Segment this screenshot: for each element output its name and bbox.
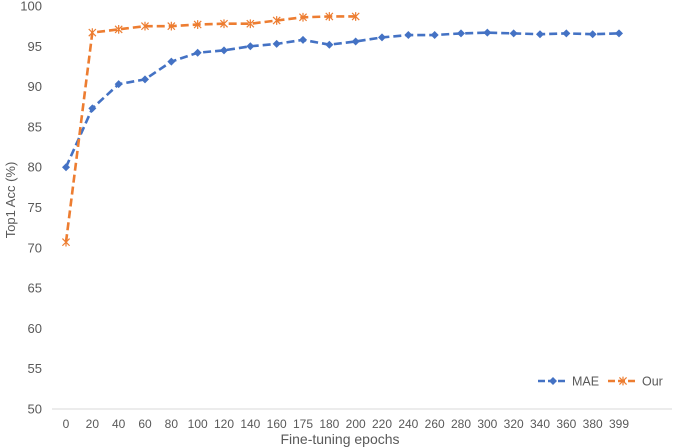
x-tick-label: 340 bbox=[530, 417, 550, 431]
data-point-mae bbox=[351, 37, 360, 46]
x-tick-label: 220 bbox=[372, 417, 392, 431]
y-tick-label: 50 bbox=[28, 402, 42, 417]
y-tick-label: 95 bbox=[28, 39, 42, 54]
x-tick-label: 380 bbox=[583, 417, 603, 431]
data-point-mae bbox=[272, 39, 281, 48]
x-tick-label: 160 bbox=[267, 417, 287, 431]
data-point-mae bbox=[588, 30, 597, 39]
x-tick-label: 280 bbox=[451, 417, 471, 431]
x-tick-label: 100 bbox=[188, 417, 208, 431]
data-point-mae bbox=[62, 163, 70, 172]
data-point-our bbox=[219, 19, 229, 29]
y-axis-label: Top1 Acc (%) bbox=[3, 162, 18, 239]
chart-series bbox=[61, 12, 623, 247]
x-axis-ticks: 0 20 40 60 80 100 120 140 160 175 180 200 220 240 260 2… bbox=[63, 417, 630, 431]
data-point-our bbox=[140, 21, 150, 31]
data-point-mae bbox=[141, 75, 149, 84]
series-line-our bbox=[64, 15, 356, 243]
data-point-our bbox=[88, 28, 97, 37]
data-point-mae bbox=[430, 31, 439, 40]
data-point-mae bbox=[193, 48, 202, 57]
x-tick-label: 360 bbox=[556, 417, 576, 431]
data-point-our bbox=[325, 12, 334, 21]
y-tick-label: 85 bbox=[28, 119, 42, 134]
data-point-mae bbox=[562, 29, 571, 38]
x-tick-label: 20 bbox=[86, 417, 100, 431]
data-point-our bbox=[272, 16, 281, 25]
y-axis-ticks: 50 55 60 65 70 75 80 85 90 95 100 bbox=[20, 0, 42, 417]
data-point-mae bbox=[167, 57, 176, 66]
x-tick-label: 240 bbox=[398, 417, 418, 431]
series-line-mae bbox=[64, 31, 620, 168]
data-point-our bbox=[246, 19, 255, 29]
data-point-mae bbox=[246, 42, 255, 51]
chart-legend: MAE Our bbox=[538, 375, 663, 389]
y-tick-label: 60 bbox=[28, 321, 42, 336]
x-axis-label: Fine-tuning epochs bbox=[280, 431, 399, 447]
data-point-mae bbox=[114, 80, 123, 89]
x-tick-label: 200 bbox=[346, 417, 366, 431]
y-tick-label: 90 bbox=[28, 79, 42, 94]
legend-marker bbox=[549, 377, 557, 385]
data-point-mae bbox=[299, 35, 307, 44]
legend-marker bbox=[618, 376, 628, 386]
y-tick-label: 80 bbox=[28, 160, 42, 175]
x-tick-label: 140 bbox=[240, 417, 260, 431]
data-point-mae bbox=[404, 31, 413, 40]
x-tick-label: 260 bbox=[425, 417, 445, 431]
x-tick-label: 60 bbox=[138, 417, 152, 431]
legend-item-our: Our bbox=[608, 375, 663, 389]
y-tick-label: 100 bbox=[20, 0, 42, 14]
x-tick-label: 300 bbox=[477, 417, 497, 431]
x-tick-label: 40 bbox=[112, 417, 126, 431]
data-point-mae bbox=[88, 104, 97, 113]
data-point-our bbox=[114, 24, 123, 34]
y-tick-label: 55 bbox=[28, 361, 42, 376]
x-tick-label: 320 bbox=[504, 417, 524, 431]
data-point-mae bbox=[536, 30, 544, 39]
legend-item-mae: MAE bbox=[538, 375, 599, 389]
data-point-mae bbox=[483, 28, 492, 37]
x-tick-label: 0 bbox=[63, 417, 70, 431]
y-tick-label: 75 bbox=[28, 200, 42, 215]
legend-label: MAE bbox=[572, 375, 599, 389]
data-point-our bbox=[167, 21, 176, 31]
x-tick-label: 175 bbox=[293, 417, 313, 431]
data-point-our bbox=[193, 20, 202, 29]
data-point-mae bbox=[220, 46, 228, 55]
x-tick-label: 180 bbox=[319, 417, 339, 431]
y-tick-label: 70 bbox=[28, 240, 42, 255]
data-point-mae bbox=[325, 40, 334, 49]
data-point-our bbox=[298, 12, 308, 22]
data-point-mae bbox=[615, 29, 623, 38]
data-point-mae bbox=[378, 33, 386, 42]
x-tick-label: 399 bbox=[609, 417, 629, 431]
data-point-our bbox=[351, 12, 360, 21]
legend-label: Our bbox=[642, 375, 663, 389]
x-tick-label: 120 bbox=[214, 417, 234, 431]
data-point-mae bbox=[457, 29, 465, 38]
x-tick-label: 80 bbox=[165, 417, 179, 431]
data-point-mae bbox=[509, 29, 518, 38]
y-tick-label: 65 bbox=[28, 281, 42, 296]
data-point-our bbox=[61, 237, 71, 247]
